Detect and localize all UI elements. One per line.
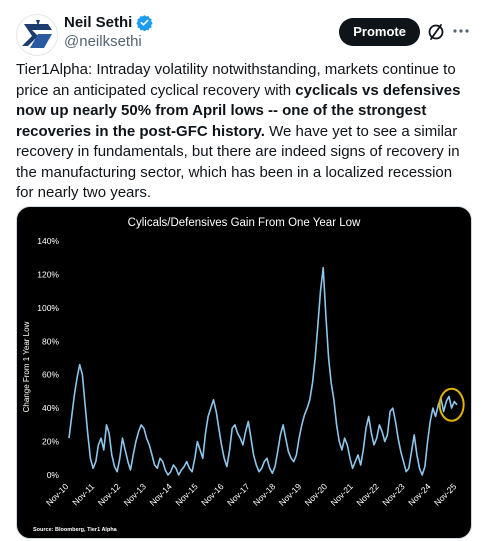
x-tick-label: Nov-24 xyxy=(406,481,433,508)
y-tick-label: 40% xyxy=(42,403,59,413)
avatar[interactable] xyxy=(16,14,58,56)
highlight-circle xyxy=(438,387,465,422)
author-name-row: Neil Sethi xyxy=(64,14,154,31)
y-tick-label: 60% xyxy=(42,370,59,380)
x-tick-label: Nov-15 xyxy=(173,481,200,508)
chart-y-axis-label: Change From 1 Year Low xyxy=(22,321,31,412)
tweet-segment-1: Tier1Alpha: Intraday volatility notwiths… xyxy=(16,61,456,99)
grok-icon[interactable] xyxy=(426,22,446,42)
author-info: Neil Sethi @neilksethi xyxy=(64,14,154,50)
x-tick-label: Nov-16 xyxy=(199,481,226,508)
x-tick-label: Nov-25 xyxy=(432,481,459,508)
x-tick-label: Nov-17 xyxy=(225,481,252,508)
x-tick-label: Nov-10 xyxy=(44,481,71,508)
x-tick-label: Nov-21 xyxy=(328,481,355,508)
x-tick-label: Nov-11 xyxy=(70,481,96,507)
verified-badge-icon xyxy=(136,15,154,31)
y-tick-label: 140% xyxy=(37,236,59,246)
chart-source: Source: Bloomberg, Tier1 Alpha xyxy=(33,527,118,533)
x-tick-label: Nov-20 xyxy=(303,481,330,508)
tweet-segment-3: We have yet to see a similar recovery in… xyxy=(16,122,460,202)
tweet-header: Neil Sethi @neilksethi Promote xyxy=(16,12,472,56)
chart-series xyxy=(68,266,458,476)
y-tick-label: 120% xyxy=(37,269,59,279)
display-name[interactable]: Neil Sethi xyxy=(64,14,133,31)
x-tick-label: Nov-19 xyxy=(277,481,304,508)
more-icon[interactable] xyxy=(450,20,472,42)
chart-title: Cylicals/Defensives Gain From One Year L… xyxy=(128,217,361,229)
x-tick-label: Nov-18 xyxy=(251,481,278,508)
x-tick-label: Nov-14 xyxy=(147,481,174,508)
y-axis: 0% 20% 40% 60% 80% 100% 120% 140% xyxy=(37,236,59,480)
x-axis: Nov-10 Nov-11 Nov-12 Nov-13 Nov-14 Nov-15 Nov-… xyxy=(44,481,459,508)
x-tick-label: Nov-13 xyxy=(122,481,149,508)
tweet-text: Tier1Alpha: Intraday volatility notwiths… xyxy=(16,60,472,204)
tweet-media-chart[interactable]: Cylicals/Defensives Gain From One Year L… xyxy=(16,206,472,539)
series-line xyxy=(68,266,458,476)
promote-button[interactable]: Promote xyxy=(339,18,420,46)
y-tick-label: 100% xyxy=(37,303,59,313)
logo-icon xyxy=(22,20,52,48)
x-tick-label: Nov-12 xyxy=(96,481,123,508)
y-tick-label: 20% xyxy=(42,437,59,447)
handle[interactable]: @neilksethi xyxy=(64,33,142,50)
y-tick-label: 80% xyxy=(42,336,59,346)
x-tick-label: Nov-23 xyxy=(380,481,407,508)
x-tick-label: Nov-22 xyxy=(354,481,381,508)
chart-svg: Cylicals/Defensives Gain From One Year L… xyxy=(22,217,465,533)
highlight-group xyxy=(438,387,465,422)
tweet-segment-2-bold: cyclicals vs defensives now up nearly 50… xyxy=(16,81,461,140)
y-tick-label: 0% xyxy=(47,470,60,480)
